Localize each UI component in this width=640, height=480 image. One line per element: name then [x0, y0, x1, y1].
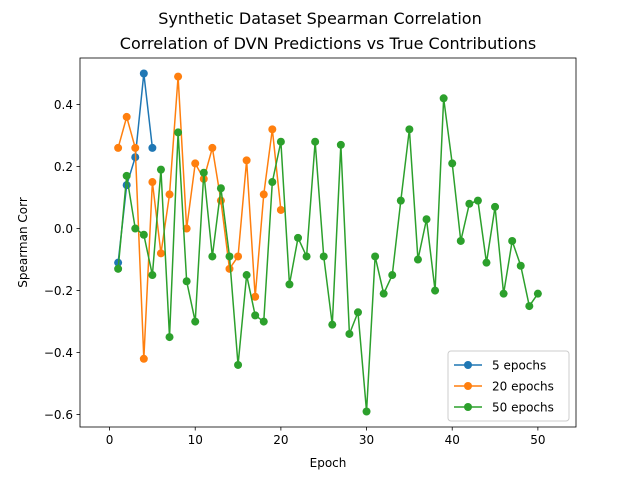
- y-tick-label: 0.2: [54, 160, 73, 174]
- data-point-50-epochs: [474, 197, 482, 205]
- data-point-20-epochs: [157, 249, 165, 257]
- x-tick-label: 20: [273, 433, 288, 447]
- legend-label-20-epochs: 20 epochs: [492, 380, 554, 394]
- data-point-50-epochs: [131, 225, 139, 233]
- x-tick-label: 10: [188, 433, 203, 447]
- x-axis-label: Epoch: [310, 456, 347, 470]
- data-point-50-epochs: [277, 138, 285, 146]
- data-point-20-epochs: [260, 190, 268, 198]
- data-point-20-epochs: [148, 178, 156, 186]
- data-point-50-epochs: [114, 265, 122, 273]
- data-point-50-epochs: [354, 308, 362, 316]
- data-point-20-epochs: [234, 252, 242, 260]
- legend-marker-20-epochs: [464, 382, 472, 390]
- data-point-50-epochs: [440, 94, 448, 102]
- data-point-50-epochs: [345, 330, 353, 338]
- data-point-50-epochs: [388, 271, 396, 279]
- data-point-50-epochs: [225, 252, 233, 260]
- data-point-20-epochs: [268, 125, 276, 133]
- data-point-50-epochs: [260, 318, 268, 326]
- data-point-50-epochs: [328, 321, 336, 329]
- data-point-50-epochs: [268, 178, 276, 186]
- data-point-50-epochs: [157, 166, 165, 174]
- data-point-50-epochs: [337, 141, 345, 149]
- data-point-50-epochs: [208, 252, 216, 260]
- y-tick-label: −0.6: [44, 408, 73, 422]
- data-point-20-epochs: [174, 73, 182, 81]
- data-point-50-epochs: [431, 287, 439, 295]
- data-point-5-epochs: [140, 70, 148, 78]
- data-point-50-epochs: [285, 280, 293, 288]
- data-point-50-epochs: [397, 197, 405, 205]
- data-point-50-epochs: [166, 333, 174, 341]
- data-point-50-epochs: [517, 262, 525, 270]
- data-point-50-epochs: [303, 252, 311, 260]
- data-point-50-epochs: [363, 407, 371, 415]
- data-point-50-epochs: [482, 259, 490, 267]
- data-point-20-epochs: [114, 144, 122, 152]
- data-point-50-epochs: [508, 237, 516, 245]
- data-point-50-epochs: [465, 200, 473, 208]
- data-point-50-epochs: [448, 159, 456, 167]
- data-point-5-epochs: [148, 144, 156, 152]
- data-point-50-epochs: [525, 302, 533, 310]
- y-tick-label: 0.4: [54, 98, 73, 112]
- data-point-50-epochs: [500, 290, 508, 298]
- data-point-50-epochs: [423, 215, 431, 223]
- data-point-50-epochs: [140, 231, 148, 239]
- legend-marker-50-epochs: [464, 403, 472, 411]
- legend-label-5-epochs: 5 epochs: [492, 359, 546, 373]
- data-point-20-epochs: [225, 265, 233, 273]
- data-point-50-epochs: [294, 234, 302, 242]
- data-point-50-epochs: [534, 290, 542, 298]
- data-point-50-epochs: [217, 184, 225, 192]
- data-point-20-epochs: [277, 206, 285, 214]
- y-tick-label: −0.4: [44, 346, 73, 360]
- data-point-20-epochs: [217, 197, 225, 205]
- x-tick-label: 50: [530, 433, 545, 447]
- data-point-50-epochs: [243, 271, 251, 279]
- data-point-50-epochs: [371, 252, 379, 260]
- data-point-50-epochs: [148, 271, 156, 279]
- data-point-50-epochs: [320, 252, 328, 260]
- legend-label-50-epochs: 50 epochs: [492, 401, 554, 415]
- y-axis-label: Spearman Corr: [16, 197, 30, 288]
- x-tick-label: 0: [106, 433, 114, 447]
- x-tick-label: 40: [445, 433, 460, 447]
- y-tick-label: −0.2: [44, 284, 73, 298]
- chart-subtitle: Correlation of DVN Predictions vs True C…: [120, 34, 536, 53]
- data-point-20-epochs: [123, 113, 131, 121]
- data-point-50-epochs: [414, 256, 422, 264]
- data-point-20-epochs: [131, 144, 139, 152]
- data-point-50-epochs: [380, 290, 388, 298]
- legend: 5 epochs 20 epochs 50 epochs: [448, 351, 569, 421]
- data-point-50-epochs: [191, 318, 199, 326]
- data-point-50-epochs: [491, 203, 499, 211]
- data-point-50-epochs: [123, 172, 131, 180]
- data-point-50-epochs: [457, 237, 465, 245]
- data-point-20-epochs: [140, 355, 148, 363]
- data-point-50-epochs: [234, 361, 242, 369]
- y-tick-label: 0.0: [54, 222, 73, 236]
- data-point-50-epochs: [200, 169, 208, 177]
- data-point-50-epochs: [251, 311, 259, 319]
- data-point-20-epochs: [166, 190, 174, 198]
- data-point-50-epochs: [174, 128, 182, 136]
- data-point-50-epochs: [183, 277, 191, 285]
- data-point-20-epochs: [208, 144, 216, 152]
- x-tick-label: 30: [359, 433, 374, 447]
- data-point-20-epochs: [191, 159, 199, 167]
- legend-marker-5-epochs: [464, 361, 472, 369]
- data-point-20-epochs: [243, 156, 251, 164]
- data-point-50-epochs: [311, 138, 319, 146]
- data-point-50-epochs: [405, 125, 413, 133]
- chart-title: Synthetic Dataset Spearman Correlation: [158, 9, 481, 28]
